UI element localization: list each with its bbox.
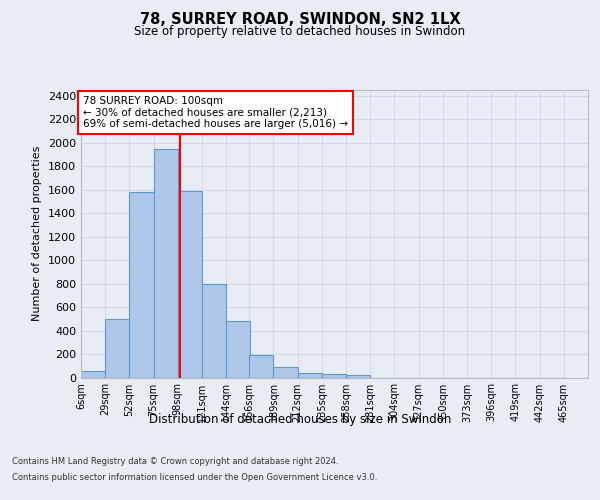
Bar	[322, 374, 346, 378]
Bar	[249, 354, 274, 378]
Bar	[274, 367, 298, 378]
Text: Size of property relative to detached houses in Swindon: Size of property relative to detached ho…	[134, 25, 466, 38]
Bar	[202, 284, 226, 378]
Bar	[178, 191, 202, 378]
Text: 78 SURREY ROAD: 100sqm
← 30% of detached houses are smaller (2,213)
69% of semi-: 78 SURREY ROAD: 100sqm ← 30% of detached…	[83, 96, 348, 129]
Text: Contains public sector information licensed under the Open Government Licence v3: Contains public sector information licen…	[12, 472, 377, 482]
Y-axis label: Number of detached properties: Number of detached properties	[32, 146, 43, 322]
Bar	[154, 148, 178, 378]
Text: Distribution of detached houses by size in Swindon: Distribution of detached houses by size …	[149, 412, 451, 426]
Bar	[226, 321, 250, 378]
Bar	[105, 319, 130, 378]
Text: 78, SURREY ROAD, SWINDON, SN2 1LX: 78, SURREY ROAD, SWINDON, SN2 1LX	[140, 12, 460, 28]
Bar	[81, 371, 105, 378]
Bar	[346, 375, 370, 378]
Text: Contains HM Land Registry data © Crown copyright and database right 2024.: Contains HM Land Registry data © Crown c…	[12, 458, 338, 466]
Bar	[130, 192, 154, 378]
Bar	[298, 374, 322, 378]
